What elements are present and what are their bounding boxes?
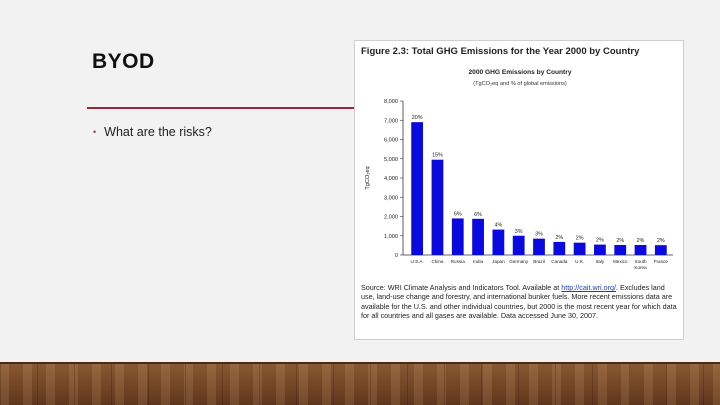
floor-edge <box>0 362 720 364</box>
x-tick-label: Russia <box>451 259 465 264</box>
figure-image: Figure 2.3: Total GHG Emissions for the … <box>354 40 684 340</box>
source-prefix: Source: WRI Climate Analysis and Indicat… <box>361 283 562 292</box>
x-tick-label: Brazil <box>533 259 545 264</box>
chart-subtitle: (TgCO₂eq and % of global emissions) <box>473 81 567 87</box>
x-tick-label: Germany <box>509 259 529 264</box>
y-tick-label: 3,000 <box>384 195 398 201</box>
data-label: 2% <box>657 238 665 244</box>
bar-india <box>472 218 484 255</box>
bar-japan <box>492 229 505 255</box>
data-label: 6% <box>474 212 482 218</box>
bar-brazil <box>533 238 545 255</box>
wood-floor-decoration <box>0 362 720 405</box>
y-tick-label: 7,000 <box>384 118 398 124</box>
data-label: 15% <box>432 153 443 159</box>
x-tick-label: Japan <box>492 259 505 264</box>
y-tick-label: 0 <box>395 253 398 259</box>
x-tick-label: France <box>654 259 669 264</box>
bullet-text: What are the risks? <box>104 125 212 139</box>
data-label: 2% <box>576 236 584 242</box>
bar-germany <box>512 235 525 255</box>
data-label: 2% <box>555 235 563 241</box>
y-tick-label: 4,000 <box>384 176 398 182</box>
data-label: 2% <box>596 238 604 244</box>
bar-chart: 2000 GHG Emissions by Country (TgCO₂eq an… <box>365 69 673 270</box>
bullet-item: • What are the risks? <box>93 125 212 139</box>
data-label: 3% <box>515 229 523 235</box>
x-tick-label: China <box>431 259 443 264</box>
y-tick-label: 2,000 <box>384 215 398 221</box>
x-tick-label: Mexico <box>613 259 628 264</box>
data-label: 4% <box>494 223 502 229</box>
x-tick-label: South <box>635 259 647 264</box>
bar-china <box>431 159 444 255</box>
source-suffix: . Excludes land use, land-use change and… <box>361 283 677 320</box>
y-axis-label: TgCO₂eq <box>365 166 371 189</box>
source-link[interactable]: http://cait.wri.org/ <box>561 283 617 292</box>
data-label: 3% <box>535 232 543 238</box>
chart-title: 2000 GHG Emissions by Country <box>469 69 572 76</box>
bar-mexico <box>614 244 627 255</box>
x-tick-label: U.S.A. <box>411 259 424 264</box>
title-divider <box>87 107 355 109</box>
y-tick-label: 6,000 <box>384 138 398 144</box>
y-tick-label: 8,000 <box>384 99 398 105</box>
bar-france <box>654 245 667 255</box>
x-tick-label: Italy <box>596 259 605 264</box>
figure-source-note: Source: WRI Climate Analysis and Indicat… <box>361 283 679 320</box>
x-tick-label: Canada <box>551 259 568 264</box>
bar-russia <box>451 218 464 255</box>
figure-caption: Figure 2.3: Total GHG Emissions for the … <box>361 46 640 57</box>
y-tick-label: 1,000 <box>384 234 398 240</box>
y-tick-label: 5,000 <box>384 157 398 163</box>
data-label: 2% <box>637 238 645 244</box>
bullet-list: • What are the risks? <box>93 125 212 139</box>
data-label: 20% <box>412 115 423 121</box>
x-tick-label: India <box>473 259 483 264</box>
x-tick-label: U.K. <box>575 259 584 264</box>
data-label: 6% <box>454 211 462 217</box>
bar-canada <box>553 241 566 255</box>
data-label: 2% <box>616 238 624 244</box>
x-tick-label-line2: Korea <box>634 265 647 270</box>
bar-u-k <box>573 242 586 255</box>
slide-title: BYOD <box>92 50 155 73</box>
bar-italy <box>594 244 606 255</box>
bar-u-s-a <box>411 122 424 255</box>
bullet-dot-icon: • <box>93 127 97 137</box>
bar-south-korea <box>634 244 647 255</box>
